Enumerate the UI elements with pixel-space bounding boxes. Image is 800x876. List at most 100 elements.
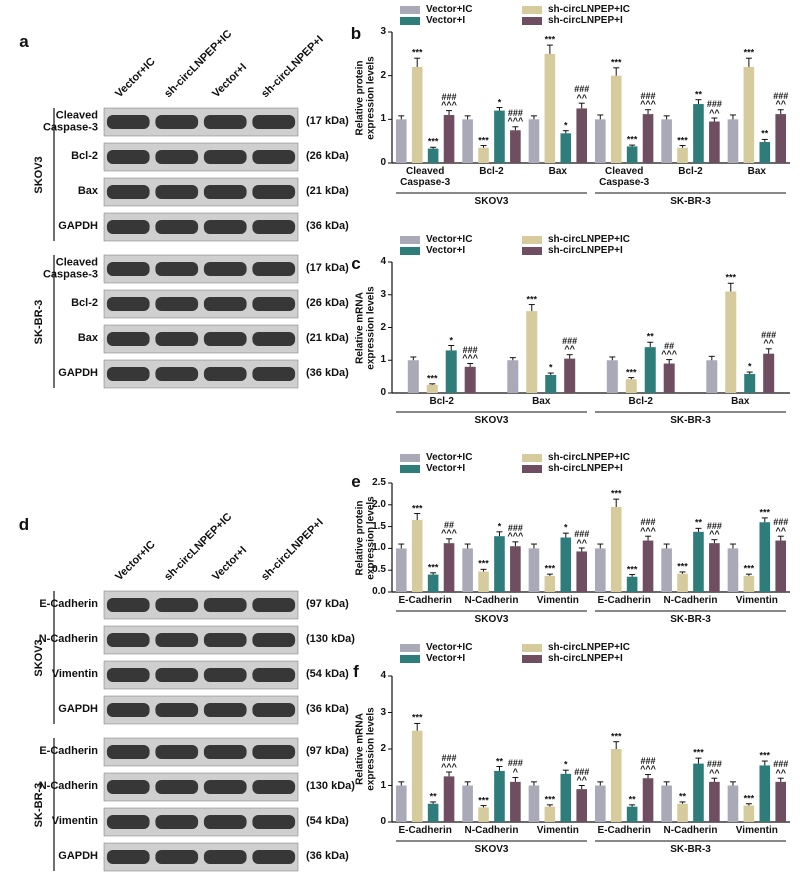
significance-label: ### ^^ xyxy=(706,520,722,540)
bar xyxy=(427,803,439,822)
blot-band xyxy=(106,185,150,199)
bar xyxy=(426,384,438,393)
x-tick-label: N-Cadherin xyxy=(663,595,718,606)
size-label: (21 kDa) xyxy=(306,185,349,198)
protein-label: GAPDH xyxy=(58,703,98,716)
bar xyxy=(727,785,739,822)
blot-band xyxy=(203,598,247,612)
legend-swatch xyxy=(400,236,420,244)
legend-label: Vector+IC xyxy=(426,641,473,653)
protein-label: GAPDH xyxy=(58,367,98,380)
blot-band xyxy=(203,850,247,864)
y-tick-label: 0.5 xyxy=(372,563,386,575)
bar xyxy=(677,573,688,592)
blot-band xyxy=(155,633,199,647)
x-tick-label: Vimentin xyxy=(735,595,778,606)
x-tick-label: Bcl-2 xyxy=(479,166,504,177)
significance-label: *** xyxy=(544,563,556,574)
y-tick-label: 2 xyxy=(380,69,386,81)
blot-band xyxy=(155,703,199,717)
blot-band xyxy=(106,780,150,794)
y-tick-label: 2.5 xyxy=(372,476,386,488)
significance-label: *** xyxy=(743,47,755,58)
y-tick-label: 4 xyxy=(380,255,386,267)
bar xyxy=(661,548,672,592)
bar xyxy=(610,506,622,592)
significance-label: *** xyxy=(743,563,755,574)
bar xyxy=(427,148,439,163)
group-label: SKOV3 xyxy=(474,195,509,207)
blot-band xyxy=(106,745,150,759)
group-label: SK-BR-3 xyxy=(670,843,711,855)
blot-band xyxy=(155,815,199,829)
bar xyxy=(478,147,489,163)
size-label: (130 kDa) xyxy=(306,633,355,646)
y-tick-label: 3 xyxy=(380,288,386,300)
y-tick-label: 4 xyxy=(380,669,386,681)
y-tick-label: 1 xyxy=(380,354,386,365)
blot-band xyxy=(155,115,199,129)
bar xyxy=(743,805,755,822)
bar xyxy=(462,548,473,592)
protein-label: N-Cadherin xyxy=(38,780,98,793)
protein-label: Cleaved Caspase-3 xyxy=(42,256,98,280)
y-tick-label: 1 xyxy=(380,779,386,791)
significance-label: ### ^^ xyxy=(773,759,789,778)
bar xyxy=(763,353,775,393)
y-tick-label: 1 xyxy=(380,113,386,125)
legend-swatch xyxy=(400,247,420,255)
significance-label: ### ^^ xyxy=(574,84,590,103)
size-label: (54 kDa) xyxy=(306,668,349,681)
bar xyxy=(528,548,540,592)
y-tick-label: 1.0 xyxy=(372,542,386,554)
x-tick-label: E-Cadherin xyxy=(597,825,651,836)
y-tick-label: 2 xyxy=(380,742,386,754)
x-tick-label: E-Cadherin xyxy=(398,825,452,836)
legend-label: Vector+I xyxy=(426,652,466,664)
significance-label: *** xyxy=(544,34,556,45)
legend-swatch xyxy=(522,247,542,255)
protein-label: Bax xyxy=(77,332,98,345)
bar xyxy=(706,360,718,393)
blot-band xyxy=(203,115,247,129)
legend-label: sh-circLNPEP+I xyxy=(548,14,623,26)
bar xyxy=(626,806,638,822)
legend-swatch xyxy=(400,644,420,652)
cell-line-label: SK-BR-3 xyxy=(33,299,46,344)
significance-label: *** xyxy=(478,558,489,569)
y-axis-label: Relative mRNA expression levels xyxy=(354,707,377,791)
significance-label: *** xyxy=(478,795,489,806)
protein-label: GAPDH xyxy=(58,850,98,863)
blot-band xyxy=(252,297,296,311)
panel-letter: f xyxy=(353,662,359,682)
blot-band xyxy=(155,262,199,276)
significance-label: * xyxy=(497,96,502,107)
blot-band xyxy=(106,850,150,864)
bar xyxy=(544,53,556,164)
significance-label: *** xyxy=(626,134,638,145)
blot-band xyxy=(155,668,199,682)
significance-label: ** xyxy=(679,791,687,802)
bar xyxy=(693,531,704,592)
size-label: (130 kDa) xyxy=(306,780,355,793)
significance-label: ### ^^^ xyxy=(507,522,524,542)
blot-band xyxy=(106,703,150,717)
significance-label: * xyxy=(747,361,752,372)
protein-label: Bcl-2 xyxy=(71,150,98,163)
bar xyxy=(743,575,755,592)
blot-band xyxy=(203,297,247,311)
protein-label: N-Cadherin xyxy=(38,633,98,646)
bar xyxy=(606,360,618,393)
size-label: (36 kDa) xyxy=(306,703,349,716)
y-tick-label: 3 xyxy=(380,25,386,37)
legend-label: sh-circLNPEP+IC xyxy=(548,641,630,653)
blot-band xyxy=(203,703,247,717)
blot-band xyxy=(203,668,247,682)
group-label: SK-BR-3 xyxy=(670,195,711,207)
bar xyxy=(759,765,771,822)
bar xyxy=(478,571,489,592)
blot-band xyxy=(106,815,150,829)
significance-label: ### ^^ xyxy=(574,528,590,548)
bar xyxy=(594,785,606,822)
